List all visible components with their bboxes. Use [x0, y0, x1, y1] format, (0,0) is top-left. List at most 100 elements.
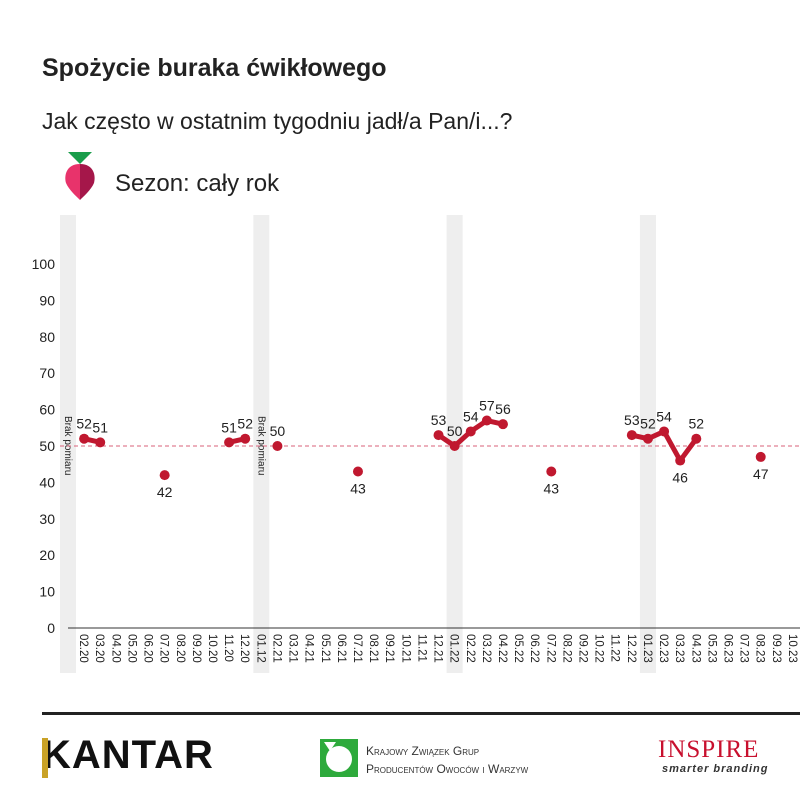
- shaded-band: [253, 215, 270, 673]
- x-tick-label: 11.22: [609, 634, 621, 662]
- kzg-logo-icon: [320, 739, 358, 777]
- x-tick-label: 03.23: [673, 634, 685, 663]
- y-tick-label: 20: [39, 547, 55, 563]
- kzg-line1: Krajowy Związek Grup: [366, 744, 480, 758]
- x-tick-label: 03.21: [287, 634, 299, 663]
- data-point: [675, 455, 686, 466]
- data-point: [95, 437, 106, 448]
- y-tick-label: 30: [39, 511, 55, 527]
- shaded-band: [60, 215, 76, 673]
- x-tick-label: 08.20: [174, 634, 186, 663]
- x-tick-label: 10.23: [786, 634, 798, 663]
- x-tick-label: 07.22: [544, 634, 556, 663]
- x-tick-label: 03.22: [480, 634, 492, 663]
- data-point: [642, 433, 653, 444]
- line-chart: Brak pomiaru Brak pomiaru0102030405060708…: [32, 215, 800, 673]
- x-tick-label: 09.21: [383, 634, 395, 663]
- x-tick-label: 04.20: [109, 634, 121, 663]
- kantar-logo-bar: [42, 738, 48, 778]
- x-tick-label: 04.23: [689, 634, 701, 663]
- data-point: [433, 430, 444, 441]
- data-label: 47: [753, 466, 769, 482]
- x-tick-label: 02.21: [270, 634, 282, 663]
- inspire-logo: INSPIRE: [658, 736, 760, 763]
- x-tick-label: 09.22: [577, 634, 589, 663]
- x-tick-label: 01.12: [254, 634, 266, 663]
- data-label: 50: [447, 423, 463, 439]
- x-tick-label: 06.22: [528, 634, 540, 663]
- data-point: [159, 470, 170, 481]
- y-tick-label: 70: [39, 365, 55, 381]
- x-tick-label: 06.23: [722, 634, 734, 663]
- question-subtitle: Jak często w ostatnim tygodniu jadł/a Pa…: [42, 108, 513, 134]
- data-label: 54: [463, 408, 479, 424]
- x-tick-label: 05.20: [125, 634, 137, 663]
- y-tick-label: 0: [47, 620, 55, 636]
- data-label: 54: [656, 408, 672, 424]
- inspire-tagline: smarter branding: [662, 763, 769, 775]
- y-tick-label: 40: [39, 474, 55, 490]
- data-label: 52: [237, 416, 253, 432]
- x-tick-label: 07.20: [158, 634, 170, 663]
- data-label: 46: [672, 470, 688, 486]
- data-label: 53: [624, 412, 640, 428]
- x-tick-label: 02.20: [77, 634, 89, 663]
- x-tick-label: 12.22: [625, 634, 637, 663]
- data-point: [755, 451, 766, 462]
- y-tick-label: 80: [39, 329, 55, 345]
- page-title: Spożycie buraka ćwikłowego: [42, 54, 387, 82]
- x-tick-label: 04.21: [303, 634, 315, 663]
- beetroot-icon: [65, 152, 95, 200]
- data-point: [465, 426, 476, 437]
- x-tick-label: 07.21: [351, 634, 363, 663]
- data-label: 52: [640, 416, 656, 432]
- data-point: [626, 430, 637, 441]
- y-tick-label: 10: [39, 584, 55, 600]
- data-point: [79, 433, 90, 444]
- kantar-logo: KANTAR: [42, 733, 214, 777]
- data-label: 50: [270, 423, 286, 439]
- data-label: 56: [495, 401, 511, 417]
- x-tick-label: 08.23: [754, 634, 766, 663]
- data-point: [659, 426, 670, 437]
- data-label: 53: [431, 412, 447, 428]
- x-tick-label: 01.23: [641, 634, 653, 663]
- season-label: Sezon: cały rok: [115, 170, 280, 197]
- x-tick-label: 02.23: [657, 634, 669, 663]
- x-tick-label: 08.22: [560, 634, 572, 663]
- y-tick-label: 50: [39, 438, 55, 454]
- x-tick-label: 07.23: [738, 634, 750, 663]
- x-tick-label: 03.20: [93, 634, 105, 663]
- data-label: 57: [479, 398, 495, 414]
- x-tick-label: 10.22: [593, 634, 605, 663]
- data-label: 43: [544, 480, 560, 496]
- x-tick-label: 09.20: [190, 634, 202, 663]
- x-tick-label: 11.20: [222, 634, 234, 662]
- x-tick-label: 10.20: [206, 634, 218, 663]
- data-point: [449, 441, 460, 451]
- data-point: [224, 437, 235, 448]
- x-tick-label: 04.22: [496, 634, 508, 663]
- data-point: [497, 419, 508, 430]
- y-tick-label: 60: [39, 402, 55, 418]
- x-tick-label: 06.20: [142, 634, 154, 663]
- kzg-line2: Producentów Owoców i Warzyw: [366, 762, 529, 776]
- x-tick-label: 01.22: [448, 634, 460, 663]
- data-point: [691, 433, 702, 444]
- data-label: 52: [689, 416, 705, 432]
- data-label: 43: [350, 480, 366, 496]
- x-tick-label: 02.22: [464, 634, 476, 663]
- shaded-band: [639, 215, 656, 673]
- x-tick-label: 08.21: [367, 634, 379, 663]
- data-label: 51: [92, 419, 108, 435]
- x-tick-label: 05.22: [512, 634, 524, 663]
- data-point: [546, 466, 557, 477]
- data-label: 51: [221, 419, 237, 435]
- y-tick-label: 90: [39, 292, 55, 308]
- footer-divider: [42, 712, 800, 715]
- data-label: 52: [76, 416, 92, 432]
- x-tick-label: 09.23: [770, 634, 782, 663]
- no-measurement-annotation: Brak pomiaru: [255, 416, 266, 475]
- x-tick-label: 05.21: [319, 634, 331, 663]
